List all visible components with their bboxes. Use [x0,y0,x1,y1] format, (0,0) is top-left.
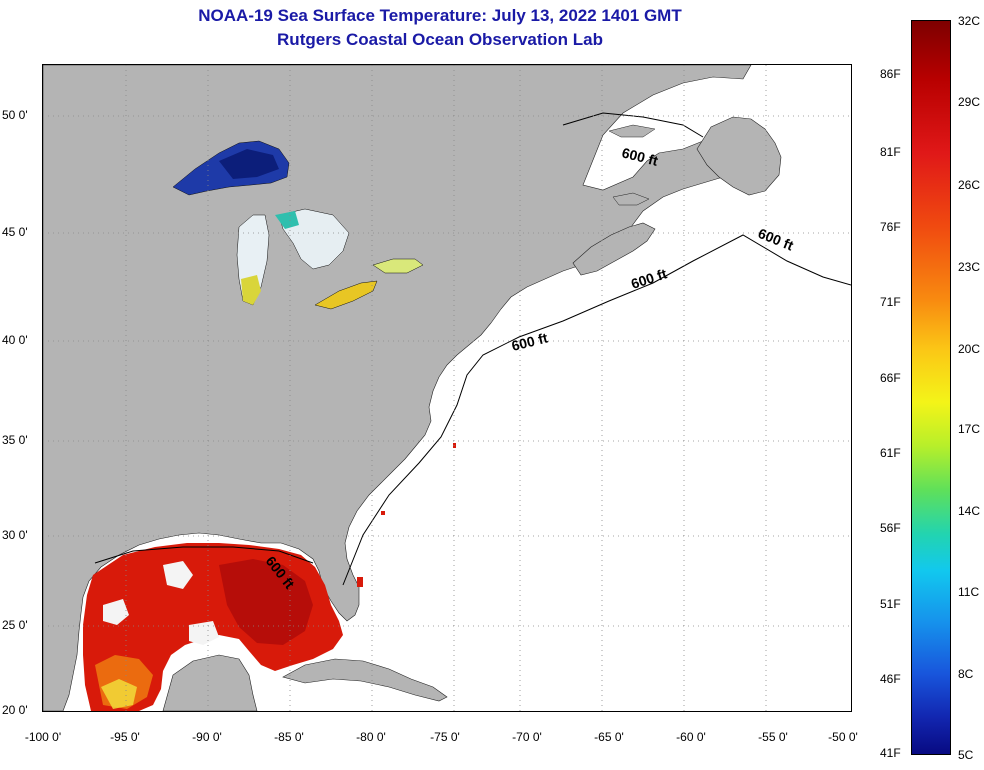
colorbar-f-label: 66F [880,371,901,385]
colorbar-c-label: 8C [958,667,974,681]
sst-speck [453,443,456,448]
lon-label: -95 0' [110,730,140,744]
colorbar-c-label: 17C [958,422,981,436]
sst-speck [381,511,385,515]
lake-superior-shade [219,149,279,179]
colorbar-c-label: 29C [958,95,981,109]
colorbar-c-label: 11C [958,585,980,599]
colorbar-f-label: 76F [880,220,901,234]
temperature-colorbar [911,20,951,755]
isobath-label: 600 ft [629,265,669,292]
colorbar-f-label: 81F [880,145,901,159]
colorbar-c-label: 26C [958,178,981,192]
lon-label: -90 0' [192,730,222,744]
colorbar-f-label: 46F [880,672,901,686]
lake-ontario [372,258,424,274]
lon-label: -70 0' [512,730,542,744]
land-north-america [43,65,752,711]
lake-erie [314,280,378,310]
map-subtitle: Rutgers Coastal Ocean Observation Lab [277,30,603,49]
colorbar-c-label: 32C [958,14,981,28]
land-nova-scotia [572,222,656,276]
isobath-600ft-north [562,112,704,138]
land-island-2 [612,192,650,206]
lat-label: 30 0' [2,528,28,542]
colorbar-c-label: 5C [958,748,974,762]
lon-label: -55 0' [758,730,788,744]
colorbar-f-label: 86F [880,67,901,81]
lake-huron-cool [275,211,299,229]
isobath-label: 600 ft [510,329,550,353]
colorbar-f-label: 71F [880,295,901,309]
colorbar-f-label: 56F [880,521,901,535]
lon-label: -65 0' [594,730,624,744]
lake-michigan-warm [241,275,261,305]
colorbar-c-label: 23C [958,260,981,274]
gulf-sst-yellow [101,679,137,709]
isobath-600ft-gulf [94,546,314,564]
lat-label: 40 0' [2,333,28,347]
colorbar-f-label: 61F [880,446,901,460]
isobath-label: 600 ft [756,225,796,254]
lon-label: -85 0' [274,730,304,744]
map-title: NOAA-19 Sea Surface Temperature: July 13… [198,6,682,25]
lat-label: 45 0' [2,225,28,239]
map-canvas: 600 ft 600 ft 600 ft 600 ft 600 ft [43,65,851,711]
land-island-1 [608,124,656,138]
colorbar-c-label: 20C [958,342,981,356]
gulf-cloud-1 [163,561,193,589]
land-cuba [282,658,448,702]
sst-speck [357,577,363,587]
gulf-cloud-2 [103,599,129,625]
colorbar-f-label: 41F [880,746,901,760]
gulf-cloud-3 [189,621,219,645]
colorbar-f-label: 51F [880,597,901,611]
lon-label: -75 0' [430,730,460,744]
lat-label: 20 0' [2,703,28,717]
lon-label: -50 0' [828,730,858,744]
land-yucatan [162,654,258,711]
lon-label: -100 0' [24,730,62,744]
lat-label: 50 0' [2,108,28,122]
land-newfoundland [696,116,782,196]
lat-label: 35 0' [2,433,28,447]
isobath-600ft [342,234,851,586]
sst-map[interactable]: 600 ft 600 ft 600 ft 600 ft 600 ft [42,64,852,712]
isobath-label: 600 ft [620,144,660,168]
lon-label: -60 0' [676,730,706,744]
lon-label: -80 0' [356,730,386,744]
colorbar-c-label: 14C [958,504,981,518]
lat-label: 25 0' [2,618,28,632]
gulf-sst-dark [219,559,313,645]
